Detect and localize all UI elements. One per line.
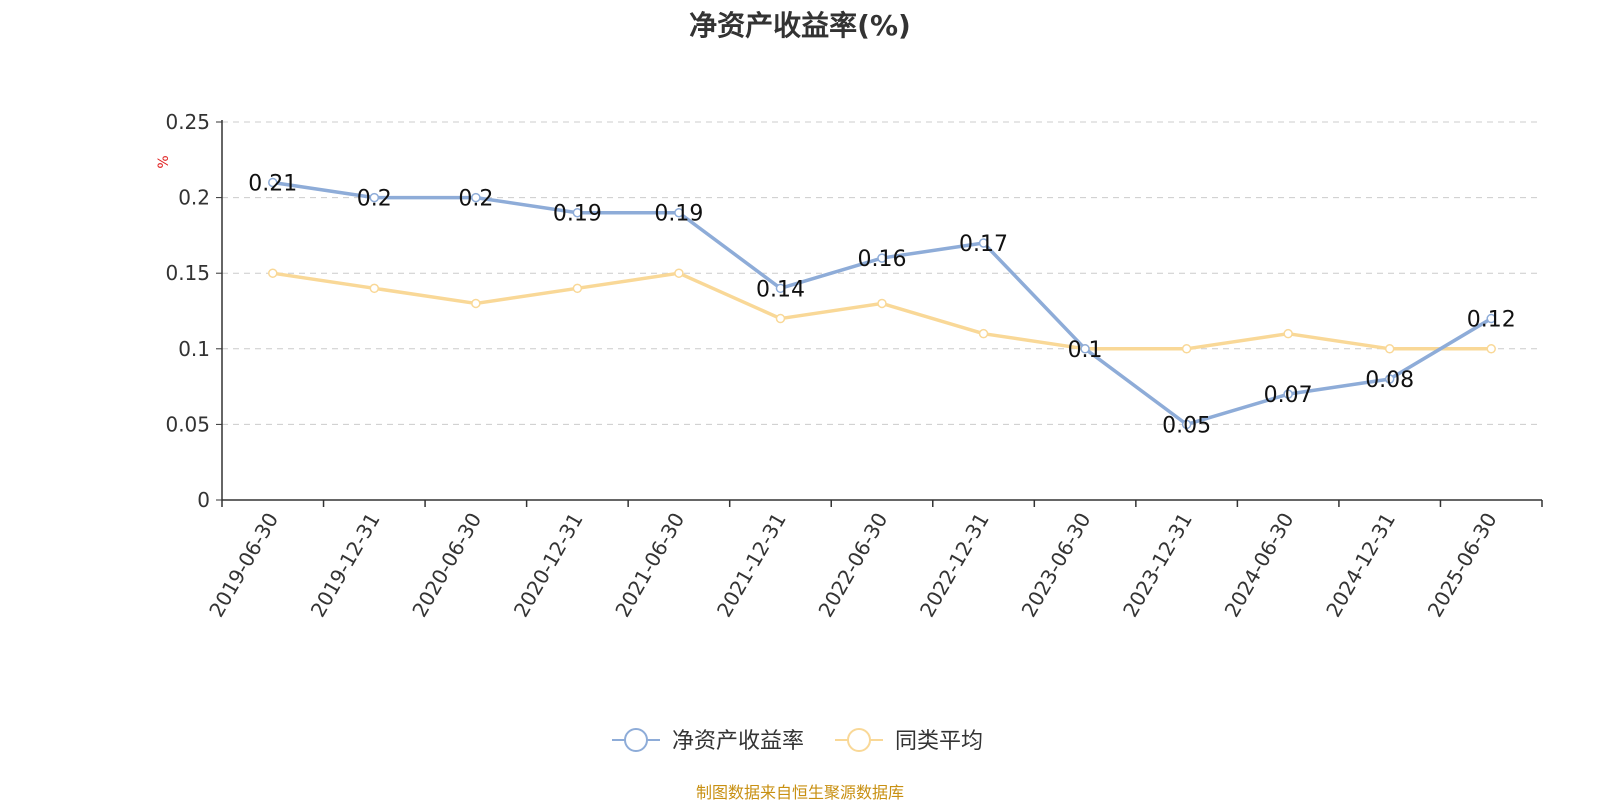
y-axis-label: % bbox=[156, 155, 172, 168]
y-tick-label: 0.15 bbox=[165, 261, 210, 285]
data-point bbox=[674, 268, 684, 278]
data-point bbox=[1384, 344, 1395, 354]
x-tick-label: 2021-06-30 bbox=[610, 509, 689, 622]
x-tick-label: 2020-06-30 bbox=[407, 509, 486, 622]
y-tick-label: 0 bbox=[197, 488, 210, 512]
x-tick-label: 2025-06-30 bbox=[1423, 509, 1502, 622]
data-point bbox=[572, 283, 583, 294]
y-tick-label: 0.05 bbox=[165, 412, 210, 436]
x-tick-label: 2020-12-31 bbox=[509, 509, 588, 622]
data-point bbox=[877, 298, 887, 309]
y-tick-label: 0.25 bbox=[165, 110, 210, 134]
data-point bbox=[1181, 419, 1192, 430]
legend-label: 净资产收益率 bbox=[672, 729, 804, 754]
data-label: 0.12 bbox=[1467, 308, 1516, 333]
x-tick-label: 2024-12-31 bbox=[1321, 509, 1400, 622]
data-label: 0.2 bbox=[458, 187, 493, 212]
data-labels: 0.21 0.2 0.2 0.19 0.19 0.14 0.16 0.17 0.1 0.05 0.0… bbox=[248, 171, 1515, 438]
series-lines bbox=[268, 177, 1496, 430]
data-point bbox=[471, 192, 481, 203]
data-point bbox=[369, 192, 380, 203]
source-note: 制图数据来自恒生聚源数据库 bbox=[695, 783, 904, 802]
data-label: 0.17 bbox=[959, 232, 1008, 257]
data-point bbox=[1283, 389, 1293, 399]
y-tick-label: 0.1 bbox=[178, 337, 210, 361]
x-tick-label: 2019-12-31 bbox=[306, 509, 385, 622]
data-point bbox=[369, 283, 380, 294]
x-tick-label: 2024-06-30 bbox=[1220, 509, 1299, 622]
x-tick-label: 2021-12-31 bbox=[712, 509, 791, 622]
data-label: 0.19 bbox=[553, 202, 602, 227]
data-point bbox=[1486, 313, 1496, 324]
chart-title: 净资产收益率(%) bbox=[689, 9, 911, 42]
legend-marker bbox=[847, 728, 871, 752]
x-tick-label: 2022-12-31 bbox=[915, 509, 994, 622]
data-label: 0.19 bbox=[654, 202, 703, 227]
gridlines bbox=[222, 121, 1542, 425]
data-label: 0.2 bbox=[357, 187, 392, 212]
data-point bbox=[1486, 344, 1496, 354]
data-label: 0.21 bbox=[248, 171, 297, 196]
x-tick-label: 2023-12-31 bbox=[1118, 509, 1197, 622]
y-tick-label: 0.2 bbox=[178, 186, 210, 210]
data-point bbox=[268, 268, 278, 278]
data-point bbox=[572, 207, 583, 218]
data-point bbox=[1283, 328, 1293, 339]
data-point bbox=[978, 328, 989, 339]
data-point bbox=[775, 283, 786, 294]
legend-marker bbox=[624, 728, 648, 752]
data-label: 0.14 bbox=[756, 277, 805, 302]
data-point bbox=[268, 177, 278, 188]
data-label: 0.07 bbox=[1264, 383, 1313, 408]
data-label: 0.16 bbox=[858, 247, 907, 272]
data-point bbox=[775, 313, 786, 324]
data-label: 0.08 bbox=[1365, 368, 1414, 393]
data-point bbox=[1181, 344, 1192, 354]
data-point bbox=[674, 207, 684, 218]
data-point bbox=[877, 253, 887, 263]
data-point bbox=[1384, 374, 1395, 384]
x-tick-label: 2023-06-30 bbox=[1017, 509, 1096, 622]
x-tick-label: 2022-06-30 bbox=[813, 509, 892, 622]
data-point bbox=[1080, 344, 1090, 354]
legend-item-0[interactable]: 净资产收益率 bbox=[612, 728, 804, 754]
x-tick-label: 2019-06-30 bbox=[204, 509, 283, 622]
data-point bbox=[471, 298, 481, 309]
data-point bbox=[978, 238, 989, 248]
legend-label: 同类平均 bbox=[895, 729, 983, 754]
series-line-1 bbox=[272, 271, 1492, 351]
legend-item-1[interactable]: 同类平均 bbox=[835, 728, 983, 754]
legend[interactable]: 净资产收益率 同类平均 bbox=[612, 728, 983, 754]
data-label: 0.05 bbox=[1162, 413, 1211, 438]
data-label: 0.1 bbox=[1068, 338, 1103, 363]
